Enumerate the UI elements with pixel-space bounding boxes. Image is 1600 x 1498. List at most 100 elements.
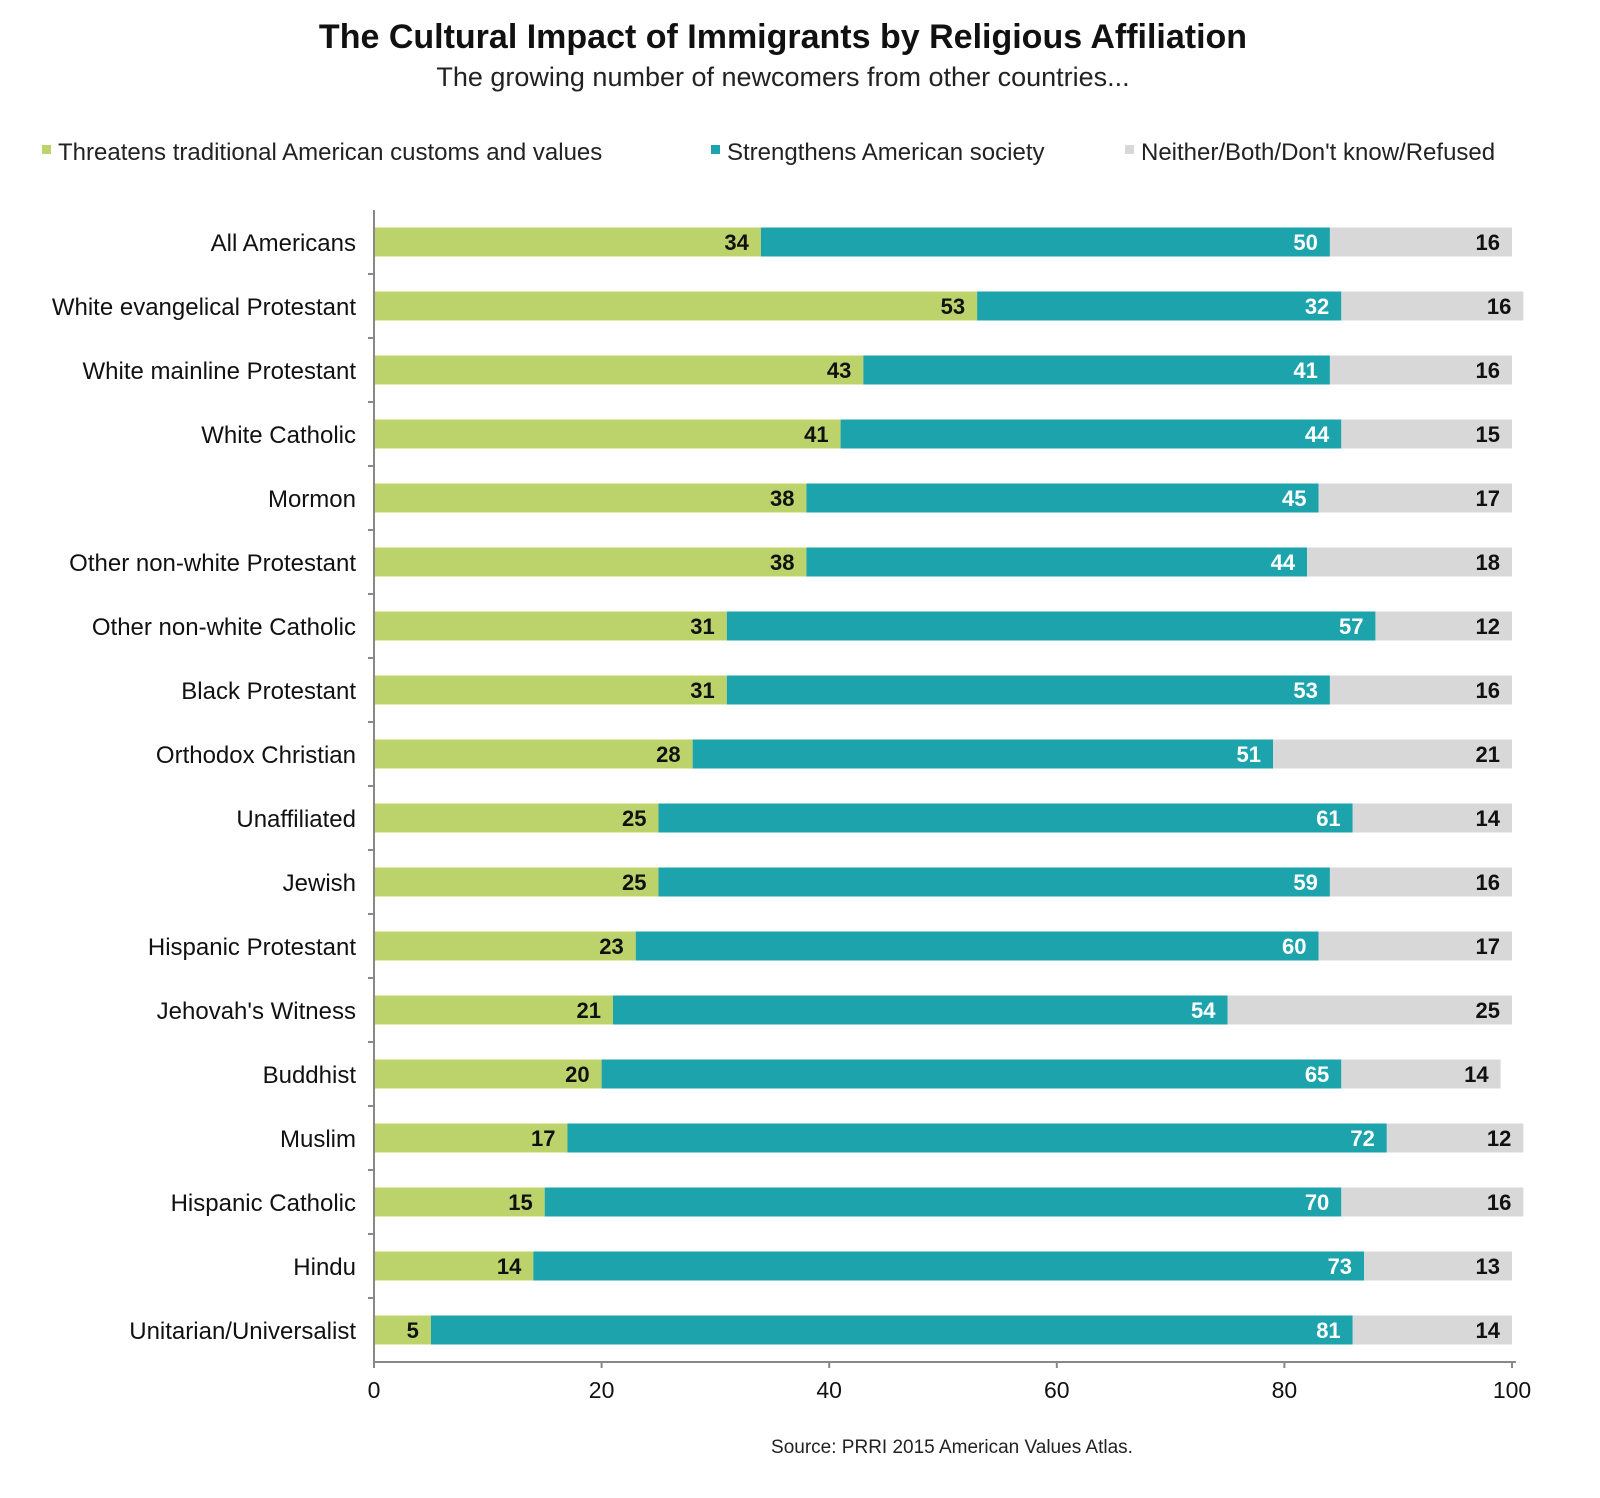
data-label: 32: [1305, 294, 1329, 319]
bar-segment: [374, 483, 807, 513]
bars: All Americans 34 50 16 White evangelical Pro…: [52, 227, 1524, 1345]
x-tick-label: 0: [368, 1377, 381, 1403]
category-label: Jewish: [283, 870, 356, 897]
data-label: 59: [1293, 870, 1317, 895]
bar-segment: [544, 1187, 1342, 1217]
bar-segment: [374, 227, 761, 257]
category-label: Other non-white Protestant: [69, 550, 356, 577]
legend: Threatens traditional American customs a…: [42, 139, 1495, 166]
data-label: 15: [508, 1190, 532, 1215]
source-note: Source: PRRI 2015 American Values Atlas.: [771, 1437, 1133, 1458]
data-label: 31: [690, 678, 714, 703]
data-label: 34: [724, 230, 749, 255]
data-label: 16: [1476, 230, 1500, 255]
bar-segment: [977, 291, 1342, 321]
bar-segment: [374, 355, 864, 385]
data-label: 50: [1293, 230, 1317, 255]
bar-segment: [726, 611, 1376, 641]
category-label: Jehovah's Witness: [157, 998, 356, 1025]
data-label: 21: [1476, 742, 1500, 767]
category-label: Orthodox Christian: [156, 742, 356, 769]
data-label: 17: [531, 1126, 555, 1151]
bar-segment: [658, 803, 1353, 833]
data-label: 25: [622, 870, 646, 895]
bar-segment: [601, 1059, 1342, 1089]
data-label: 43: [827, 358, 851, 383]
bar-segment: [760, 227, 1330, 257]
bar-segment: [430, 1315, 1353, 1345]
data-label: 14: [1476, 806, 1501, 831]
bar-segment: [1352, 1315, 1512, 1345]
category-label: White Catholic: [201, 422, 356, 449]
bar-segment: [1318, 483, 1512, 513]
bar-segment: [1273, 739, 1512, 769]
bar-segment: [635, 931, 1319, 961]
bar-segment: [1341, 419, 1512, 449]
category-label: Other non-white Catholic: [92, 614, 356, 641]
data-label: 31: [690, 614, 714, 639]
bar-segment: [1329, 675, 1512, 705]
data-label: 38: [770, 550, 794, 575]
data-label: 12: [1487, 1126, 1511, 1151]
bar-segment: [374, 1123, 568, 1153]
data-label: 41: [1293, 358, 1317, 383]
bar-segment: [374, 675, 727, 705]
bar-segment: [692, 739, 1274, 769]
bar-segment: [374, 803, 659, 833]
bar-segment: [1329, 867, 1512, 897]
bar-segment: [1341, 1187, 1524, 1217]
data-label: 72: [1350, 1126, 1374, 1151]
data-label: 53: [1293, 678, 1317, 703]
data-label: 13: [1476, 1254, 1500, 1279]
data-label: 53: [941, 294, 965, 319]
data-label: 45: [1282, 486, 1306, 511]
data-label: 41: [804, 422, 828, 447]
bar-segment: [1386, 1123, 1524, 1153]
bar-segment: [1329, 355, 1512, 385]
bar-segment: [374, 419, 841, 449]
data-label: 73: [1328, 1254, 1352, 1279]
bar-segment: [726, 675, 1330, 705]
x-tick-label: 60: [1044, 1377, 1070, 1403]
legend-label: Threatens traditional American customs a…: [58, 139, 602, 166]
legend-swatch: [42, 145, 51, 154]
category-label: Unaffiliated: [236, 806, 356, 833]
category-label: Buddhist: [263, 1062, 357, 1089]
bar-segment: [374, 931, 636, 961]
data-label: 81: [1316, 1318, 1340, 1343]
category-label: All Americans: [211, 230, 356, 257]
data-label: 14: [497, 1254, 522, 1279]
bar-segment: [1341, 291, 1524, 321]
data-label: 17: [1476, 486, 1500, 511]
data-label: 5: [407, 1318, 419, 1343]
data-label: 16: [1487, 294, 1511, 319]
bar-segment: [374, 739, 693, 769]
bar-segment: [863, 355, 1330, 385]
category-label: Unitarian/Universalist: [129, 1318, 356, 1345]
bar-segment: [1318, 931, 1512, 961]
bar-segment: [374, 1251, 534, 1281]
data-label: 60: [1282, 934, 1306, 959]
category-label: Black Protestant: [181, 678, 356, 705]
bar-segment: [374, 291, 978, 321]
bar-segment: [1375, 611, 1512, 641]
axes: 0 20 40 60 80 100: [368, 210, 1531, 1403]
data-label: 16: [1476, 870, 1500, 895]
category-label: Hispanic Protestant: [148, 934, 356, 961]
category-label: White evangelical Protestant: [52, 294, 356, 321]
legend-swatch: [1125, 145, 1134, 154]
data-label: 25: [622, 806, 646, 831]
bar-segment: [1307, 547, 1512, 577]
x-tick-label: 40: [816, 1377, 842, 1403]
data-label: 17: [1476, 934, 1500, 959]
bar-segment: [1329, 227, 1512, 257]
bar-segment: [374, 1315, 431, 1345]
bar-segment: [533, 1251, 1365, 1281]
bar-segment: [374, 547, 807, 577]
data-label: 16: [1487, 1190, 1511, 1215]
chart-title: The Cultural Impact of Immigrants by Rel…: [319, 18, 1247, 56]
data-label: 16: [1476, 678, 1500, 703]
data-label: 14: [1464, 1062, 1489, 1087]
bar-segment: [374, 1187, 545, 1217]
data-label: 23: [599, 934, 623, 959]
